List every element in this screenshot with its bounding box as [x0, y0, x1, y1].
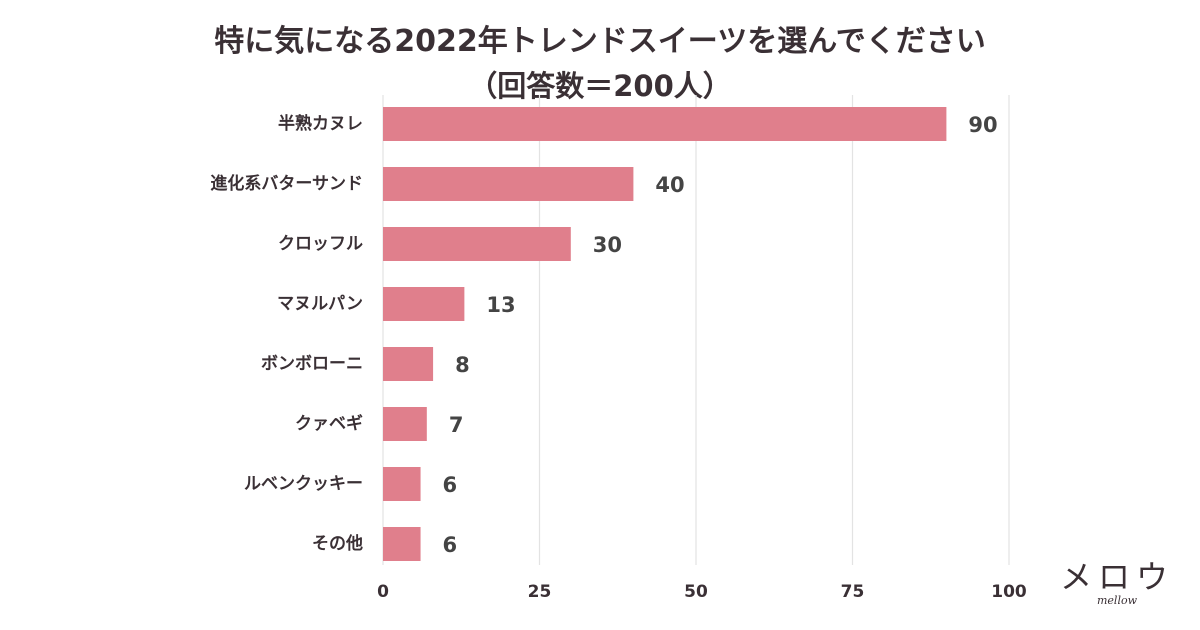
category-label: 半熟カヌレ [278, 113, 363, 134]
bar [383, 107, 947, 141]
bar [383, 467, 421, 501]
x-tick-label: 25 [528, 582, 552, 602]
x-tick-label: 75 [841, 582, 865, 602]
value-label: 40 [655, 173, 684, 197]
bar [383, 167, 634, 201]
category-label: ルベンクッキー [244, 474, 363, 494]
value-label: 30 [593, 233, 622, 257]
chart-title-line2: （回答数＝200人） [468, 69, 732, 103]
category-label: マヌルパン [277, 294, 363, 314]
bar [383, 227, 571, 261]
bar [383, 407, 427, 441]
x-tick-label: 0 [377, 582, 389, 602]
brand-logo: メロウ mellow [1052, 558, 1182, 618]
bar [383, 287, 465, 321]
value-label: 6 [443, 533, 458, 557]
chart-title-line1: 特に気になる2022年トレンドスイーツを選んでください [214, 24, 986, 59]
category-label: クロッフル [278, 234, 363, 254]
category-label: クァベギ [295, 414, 363, 434]
value-label: 90 [968, 113, 997, 137]
x-tick-label: 50 [684, 582, 708, 602]
brand-logo-text: メロウ [1059, 558, 1174, 596]
category-label: その他 [312, 533, 363, 554]
value-label: 6 [443, 473, 458, 497]
category-label: ボンボローニ [261, 354, 363, 374]
brand-logo-sub: mellow [1096, 594, 1137, 607]
category-label: 進化系バターサンド [210, 173, 363, 194]
value-label: 13 [486, 293, 515, 317]
bar [383, 527, 421, 561]
x-tick-label: 100 [991, 582, 1027, 602]
value-label: 7 [449, 413, 464, 437]
bar [383, 347, 434, 381]
value-label: 8 [455, 353, 470, 377]
